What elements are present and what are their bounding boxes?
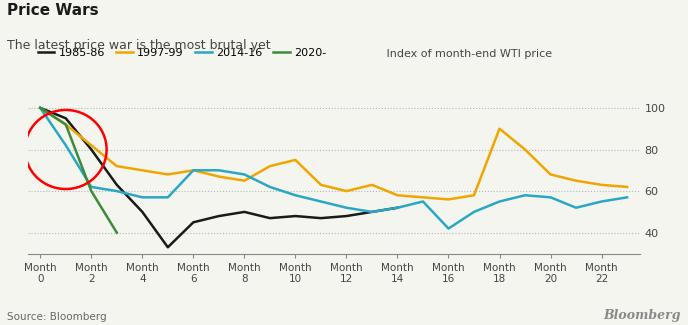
Legend: 1985-86, 1997-99, 2014-16, 2020-: 1985-86, 1997-99, 2014-16, 2020- — [33, 44, 331, 63]
Text: The latest price war is the most brutal yet: The latest price war is the most brutal … — [7, 39, 270, 52]
Text: Bloomberg: Bloomberg — [603, 309, 681, 322]
Text: Source: Bloomberg: Source: Bloomberg — [7, 312, 107, 322]
Text: Price Wars: Price Wars — [7, 3, 98, 18]
Text: Index of month-end WTI price: Index of month-end WTI price — [383, 49, 552, 59]
